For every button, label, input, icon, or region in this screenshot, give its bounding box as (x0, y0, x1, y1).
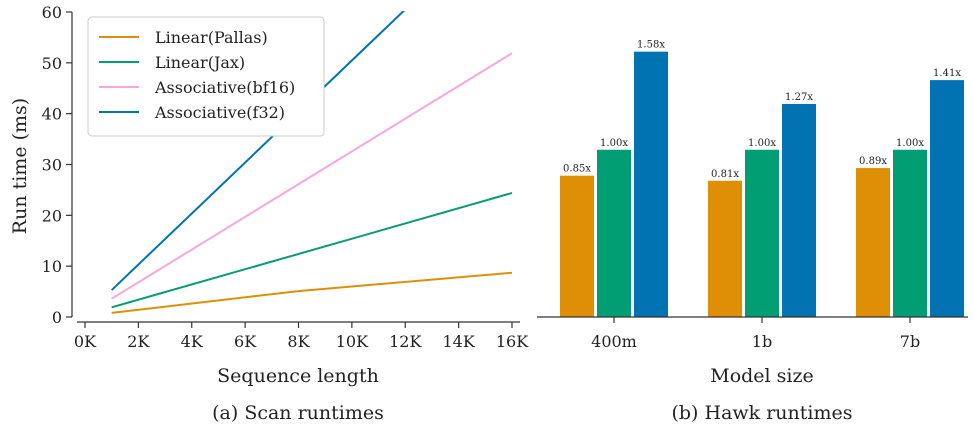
y-tick-label: 20 (42, 206, 62, 225)
legend-label: Associative(f32) (154, 103, 285, 122)
bar-group: 0.85x 1.00x 1.58x 0.81x 1.00x 1.27x 0.89x 1.00x… (560, 40, 964, 318)
x-axis-label: Model size (710, 365, 814, 387)
caption-b: (b) Hawk runtimes (671, 402, 852, 424)
series-line-3 (110, 11, 406, 291)
bar-value-label: 1.00x (600, 138, 628, 149)
x-tick-label: 7b (900, 332, 920, 351)
bar (782, 104, 816, 317)
x-tick-label: 2K (127, 332, 150, 351)
bar (856, 168, 890, 317)
line-series-group (110, 11, 513, 314)
x-tick-label: 14K (442, 332, 475, 351)
y-tick-label: 50 (42, 54, 62, 73)
bar-value-label: 0.81x (711, 169, 739, 180)
x-tick-label: 12K (389, 332, 422, 351)
legend-label: Linear(Jax) (155, 53, 245, 72)
y-axis-label: Run time (ms) (9, 98, 31, 234)
bar (634, 51, 668, 318)
series-line-0 (111, 271, 513, 314)
scan-runtimes-chart: 0 10 20 30 40 50 60 0K 2K 4K 6K 8K 10K 12K 14K 16K Seq… (9, 3, 529, 424)
x-tick-label: 0K (74, 332, 97, 351)
x-ticks: 0K 2K 4K 6K 8K 10K 12K 14K 16K (74, 322, 529, 351)
bar-value-label: 1.27x (785, 92, 813, 103)
legend-box (87, 16, 325, 137)
series-line-1 (111, 192, 513, 309)
bar-value-label: 0.85x (563, 164, 591, 175)
y-tick-label: 60 (42, 3, 62, 22)
x-tick-label: 10K (336, 332, 369, 351)
x-tick-label: 8K (287, 332, 310, 351)
x-ticks: 400m 1b 7b (591, 317, 920, 351)
x-tick-label: 4K (181, 332, 204, 351)
series-line-2 (111, 52, 513, 300)
bar-value-label: 1.41x (933, 68, 961, 79)
bar (930, 80, 964, 317)
legend-label: Associative(bf16) (154, 78, 295, 97)
legend-label: Linear(Pallas) (155, 28, 268, 47)
hawk-runtimes-chart: 0.85x 1.00x 1.58x 0.81x 1.00x 1.27x 0.89x 1.00x… (537, 40, 968, 424)
y-tick-label: 10 (42, 257, 62, 276)
y-tick-label: 0 (52, 308, 62, 327)
bar-value-label: 0.89x (859, 156, 887, 167)
bar-value-label: 1.00x (748, 138, 776, 149)
x-tick-label: 1b (752, 332, 772, 351)
x-axis-label: Sequence length (217, 365, 379, 387)
bar (708, 180, 742, 317)
bar (597, 149, 631, 317)
bar (560, 175, 594, 317)
y-ticks: 0 10 20 30 40 50 60 (42, 3, 72, 327)
x-tick-label: 6K (234, 332, 257, 351)
bar (893, 149, 927, 317)
bar-value-label: 1.58x (637, 40, 665, 51)
y-tick-label: 40 (42, 105, 62, 124)
legend: Linear(Pallas) Linear(Jax) Associative(bf1… (87, 16, 325, 137)
bar-value-label: 1.00x (896, 138, 924, 149)
y-tick-label: 30 (42, 156, 62, 175)
caption-a: (a) Scan runtimes (212, 402, 384, 424)
x-tick-label: 400m (591, 332, 637, 351)
bar (745, 149, 779, 317)
x-tick-label: 16K (496, 332, 529, 351)
